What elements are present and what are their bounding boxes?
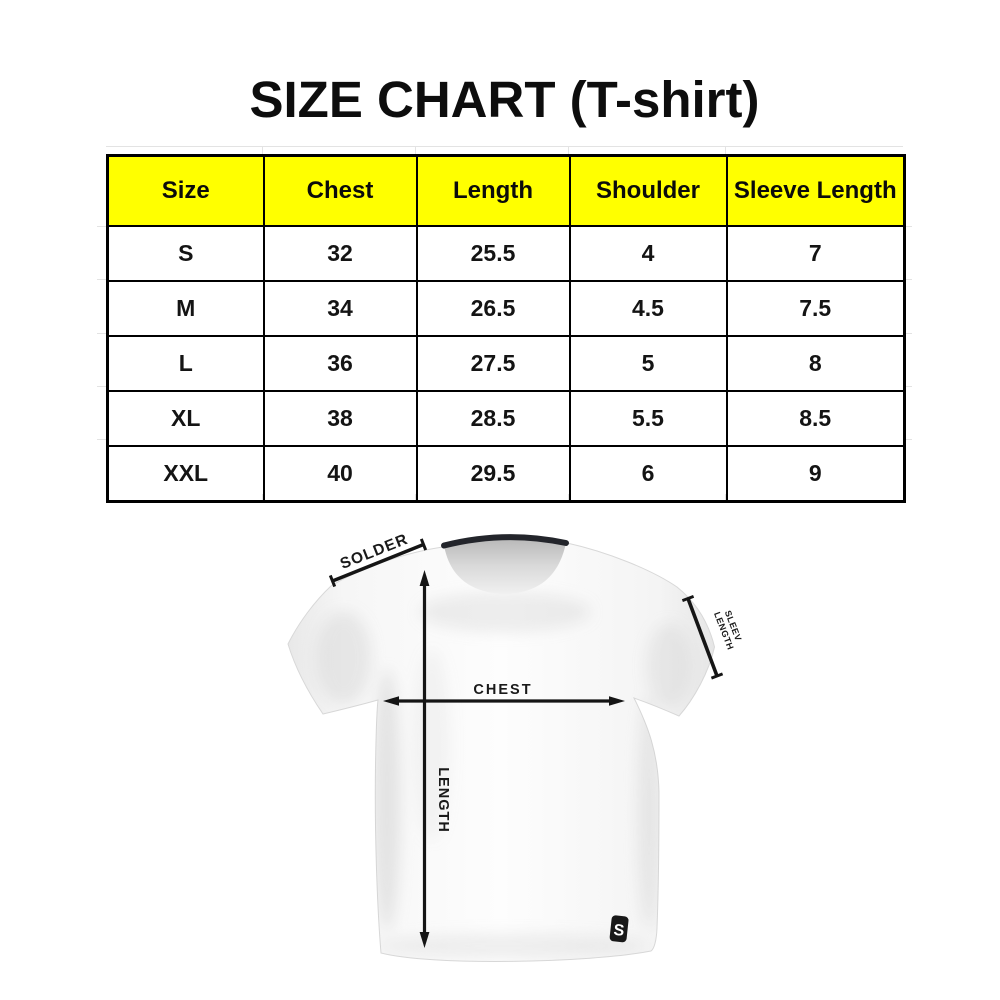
table-cell: 7.5 xyxy=(725,280,906,337)
length-arrow xyxy=(419,570,430,948)
table-cell: 34 xyxy=(262,280,418,337)
table-cell: 26.5 xyxy=(415,280,571,337)
table-cell: 7 xyxy=(725,225,906,282)
header-cell-shoulder: Shoulder xyxy=(568,154,728,227)
header-cell-sleeve-length: Sleeve Length xyxy=(725,154,906,227)
table-row-xl: XL 38 28.5 5.5 8.5 xyxy=(106,390,906,447)
table-cell: M xyxy=(106,280,265,337)
table-cell: 25.5 xyxy=(415,225,571,282)
chest-label: CHEST xyxy=(473,682,532,698)
collar-trim xyxy=(441,534,569,549)
table-cell: XXL xyxy=(106,445,265,503)
table-row-xxl: XXL 40 29.5 6 9 xyxy=(106,445,906,503)
table-cell: 4.5 xyxy=(568,280,728,337)
length-label: LENGTH xyxy=(435,767,451,833)
shoulder-measure-line xyxy=(328,538,428,588)
table-cell: 8.5 xyxy=(725,390,906,447)
table-cell: 38 xyxy=(262,390,418,447)
brand-tag-letter: S xyxy=(613,922,626,940)
table-cell: 36 xyxy=(262,335,418,392)
sleeve-measure-line xyxy=(681,594,724,680)
table-cell: L xyxy=(106,335,265,392)
table-row-s: S 32 25.5 4 7 xyxy=(106,225,906,282)
header-cell-length: Length xyxy=(415,154,571,227)
table-cell: 6 xyxy=(568,445,728,503)
size-chart-table: Size Chest Length Shoulder Sleeve Length… xyxy=(106,154,906,503)
table-cell: S xyxy=(106,225,265,282)
header-cell-chest: Chest xyxy=(262,154,418,227)
table-cell: 32 xyxy=(262,225,418,282)
table-cell: 5.5 xyxy=(568,390,728,447)
neck-opening xyxy=(444,537,566,594)
page-title: SIZE CHART (T-shirt) xyxy=(249,71,760,128)
table-cell: 28.5 xyxy=(415,390,571,447)
table-cell: 5 xyxy=(568,335,728,392)
table-cell: 40 xyxy=(262,445,418,503)
table-cell: 8 xyxy=(725,335,906,392)
brand-tag: S xyxy=(609,915,629,943)
table-cell: 4 xyxy=(568,225,728,282)
measurement-annotations xyxy=(328,538,724,948)
table-header-row: Size Chest Length Shoulder Sleeve Length xyxy=(106,154,906,227)
header-cell-size: Size xyxy=(106,154,265,227)
table-row-l: L 36 27.5 5 8 xyxy=(106,335,906,392)
table-row-m: M 34 26.5 4.5 7.5 xyxy=(106,280,906,337)
sleeve-length-label: SLEEV LENGTH xyxy=(712,607,745,652)
tshirt-graphic: S xyxy=(287,534,716,962)
table-cell: 27.5 xyxy=(415,335,571,392)
table-cell: XL xyxy=(106,390,265,447)
table-cell: 29.5 xyxy=(415,445,571,503)
chest-arrow xyxy=(383,696,625,706)
table-cell: 9 xyxy=(725,445,906,503)
